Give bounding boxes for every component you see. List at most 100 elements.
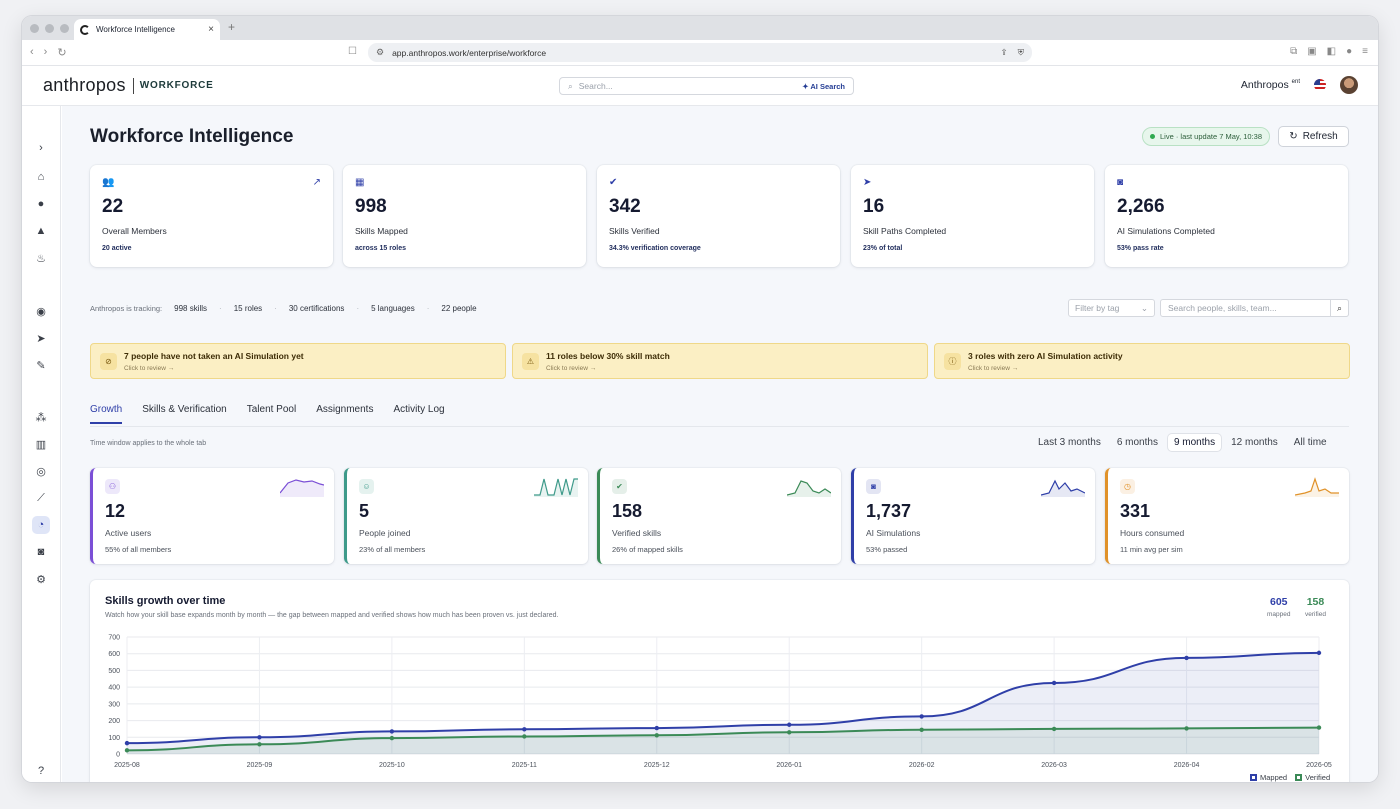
alert-low-skill-match[interactable]: ⚠ 11 roles below 30% skill match Click to … — [512, 343, 928, 379]
data-point-mapped — [522, 727, 527, 732]
stat-value: 16 — [863, 196, 885, 217]
range-3-months[interactable]: Last 3 months — [1038, 437, 1101, 448]
data-point-verified — [257, 742, 262, 747]
tab-assignments[interactable]: Assignments — [316, 404, 374, 415]
target-icon[interactable]: ◎ — [36, 465, 46, 478]
kpi-subtext: 11 min avg per sim — [1120, 545, 1183, 554]
alert-link: Click to review → — [546, 365, 597, 372]
help-icon[interactable]: ? — [37, 765, 45, 777]
bookmark-icon[interactable]: ☐ — [348, 46, 357, 57]
shield-icon[interactable]: ⛨ — [1017, 47, 1024, 57]
tab-activity-log[interactable]: Activity Log — [393, 404, 445, 415]
forward-icon[interactable]: › — [43, 46, 48, 58]
stat-value: 22 — [102, 196, 124, 217]
shapes-icon[interactable]: ▲ — [35, 225, 47, 237]
verified-total: 158 verified — [1305, 596, 1326, 618]
kpi-subtext: 53% passed — [866, 545, 908, 554]
content-tabs: Growth Skills & Verification Talent Pool… — [90, 404, 445, 424]
window-controls[interactable] — [30, 24, 69, 33]
extensions-icon[interactable]: ⧉ — [1290, 46, 1298, 57]
legend-mapped[interactable]: Mapped — [1250, 773, 1287, 782]
range-12-months[interactable]: 12 months — [1231, 437, 1278, 448]
tab-skills-verification[interactable]: Skills & Verification — [142, 404, 227, 415]
kpi-card-hours-consumed[interactable]: ◷ 331 Hours consumed 11 min avg per sim — [1105, 468, 1349, 564]
x-tick-label: 2025-08 — [114, 762, 140, 769]
stat-card-ai-simulations-completed[interactable]: ◙ 2,266 AI Simulations Completed 53% pass r… — [1105, 165, 1348, 267]
alert-zero-activity[interactable]: ⓘ 3 roles with zero AI Simulation activit… — [934, 343, 1350, 379]
site-settings-icon[interactable]: ⚙ — [376, 47, 385, 57]
gamepad-icon[interactable]: ◉ — [36, 305, 46, 318]
us-flag-icon[interactable] — [1314, 79, 1326, 91]
stat-label: Skills Mapped — [355, 226, 408, 236]
stat-card-skills-verified[interactable]: ✔ 342 Skills Verified 34.3% verification co… — [597, 165, 840, 267]
close-tab-icon[interactable]: × — [208, 24, 214, 35]
url-field[interactable]: ⚙ app.anthropos.work/enterprise/workforc… — [368, 43, 1032, 62]
tracking-roles: 15 roles — [233, 304, 263, 313]
tab-growth[interactable]: Growth — [90, 404, 123, 424]
global-search[interactable]: ⌕ Search... ✦ AI Search — [559, 77, 854, 95]
ai-search-button[interactable]: ✦ AI Search — [802, 81, 845, 91]
data-point-verified — [522, 734, 527, 739]
logo[interactable]: anthropos WORKFORCE — [43, 75, 214, 96]
alert-no-simulation[interactable]: ⊘ 7 people have not taken an AI Simulatio… — [90, 343, 506, 379]
series-line-verified — [126, 726, 1320, 752]
menu-icon[interactable]: ≡ — [1362, 46, 1368, 57]
tab-talent-pool[interactable]: Talent Pool — [246, 404, 297, 415]
mapped-total-value: 605 — [1269, 596, 1288, 608]
stat-value: 2,266 — [1117, 196, 1165, 217]
range-9-months[interactable]: 9 months — [1167, 434, 1222, 451]
verified-total-label: verified — [1305, 611, 1326, 618]
legend-verified[interactable]: Verified — [1295, 773, 1330, 782]
pie-chart-icon[interactable]: ◔ — [32, 516, 50, 534]
chat-icon[interactable]: ◙ — [37, 546, 45, 558]
wallet-icon[interactable]: ▣ — [1307, 46, 1317, 57]
kpi-card-verified-skills[interactable]: ✔ 158 Verified skills 26% of mapped skills — [597, 468, 841, 564]
line-chart-icon[interactable]: ⟋ — [37, 491, 45, 504]
back-icon[interactable]: ‹ — [30, 46, 34, 58]
browser-tab-title: Workforce Intelligence — [96, 25, 175, 34]
browser-tab[interactable]: Workforce Intelligence × — [74, 19, 220, 40]
new-tab-icon[interactable]: + — [228, 20, 236, 34]
stat-card-skills-mapped[interactable]: ▦ 998 Skills Mapped across 15 roles — [343, 165, 586, 267]
search-submit-icon[interactable]: ⌕ — [1330, 299, 1349, 317]
filter-by-tag-select[interactable]: Filter by tag ⌄ — [1068, 299, 1155, 317]
external-link-icon[interactable]: ↗ — [312, 177, 321, 188]
tracking-certifications: 30 certifications — [288, 304, 345, 313]
y-tick-label: 200 — [108, 718, 120, 725]
people-search-input[interactable]: Search people, skills, team... ⌕ — [1160, 299, 1349, 317]
rocket-icon[interactable]: ✎ — [36, 359, 46, 372]
team-icon[interactable]: ⁂ — [35, 411, 47, 424]
kpi-card-active-users[interactable]: ⚇ 12 Active users 55% of all members — [90, 468, 334, 564]
kpi-value: 1,737 — [866, 501, 912, 521]
alert-link: Click to review → — [124, 365, 175, 372]
reload-icon[interactable]: ↻ — [57, 47, 67, 59]
alert-link: Click to review → — [968, 365, 1019, 372]
avatar[interactable] — [1340, 76, 1358, 94]
send-icon[interactable]: ➤ — [36, 332, 46, 345]
app-header: anthropos WORKFORCE ⌕ Search... ✦ AI Sea… — [22, 66, 1378, 106]
url-text: app.anthropos.work/enterprise/workforce — [392, 47, 547, 58]
address-bar: ‹ › ↻ ☐ ⚙ app.anthropos.work/enterprise/wo… — [22, 40, 1378, 66]
home-icon[interactable]: ⌂ — [37, 171, 45, 183]
x-tick-label: 2026-01 — [776, 762, 802, 769]
kpi-label: People joined — [359, 528, 411, 538]
kpi-card-ai-simulations[interactable]: ◙ 1,737 AI Simulations 53% passed — [851, 468, 1095, 564]
settings-icon[interactable]: ⚙ — [36, 573, 46, 586]
stat-card-skill-paths-completed[interactable]: ➤ 16 Skill Paths Completed 23% of total — [851, 165, 1094, 267]
sidebar-toggle-icon[interactable]: ◧ — [1326, 46, 1337, 57]
chart-plot: 0 100 200 300 400 500 600 700 2025-08 2025-09 2025… — [108, 635, 1332, 770]
kpi-card-people-joined[interactable]: ☺ 5 People joined 23% of all members — [344, 468, 588, 564]
user-icon[interactable]: ● — [37, 198, 45, 210]
flame-icon[interactable]: ♨ — [36, 252, 46, 265]
range-all-time[interactable]: All time — [1293, 437, 1327, 448]
refresh-button[interactable]: ↻ Refresh — [1278, 126, 1349, 147]
stat-card-overall-members[interactable]: 👥 ↗ 22 Overall Members 20 active — [90, 165, 333, 267]
refresh-icon: ↻ — [1289, 131, 1298, 142]
share-icon[interactable]: ⇪ — [1000, 47, 1008, 57]
enterprise-switcher[interactable]: Anthropos ent — [1241, 79, 1300, 91]
warning-icon: ⚠ — [522, 353, 539, 370]
briefcase-icon[interactable]: ▥ — [35, 438, 47, 451]
expand-sidebar-icon[interactable]: › — [39, 142, 43, 154]
range-6-months[interactable]: 6 months — [1116, 437, 1158, 448]
profile-icon[interactable]: ● — [1346, 46, 1353, 57]
